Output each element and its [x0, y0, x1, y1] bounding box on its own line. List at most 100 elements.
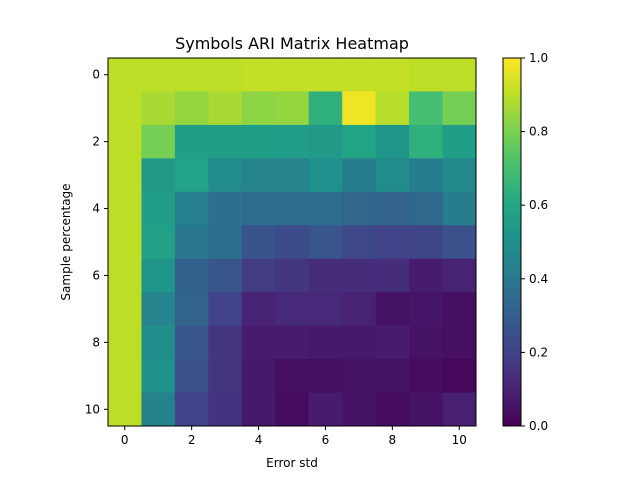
heatmap-cell: [242, 58, 276, 92]
heatmap-cell: [108, 58, 142, 92]
heatmap-cell: [376, 393, 410, 427]
heatmap-cell: [141, 292, 175, 326]
heatmap-cell: [443, 192, 477, 226]
heatmap-cell: [208, 259, 242, 293]
heatmap-cell: [141, 91, 175, 125]
heatmap-cell: [409, 58, 443, 92]
colorbar-tick-label: 0.6: [529, 198, 548, 212]
colorbar-tick-label: 0.8: [529, 125, 548, 139]
heatmap-cell: [141, 192, 175, 226]
heatmap-cell: [443, 91, 477, 125]
heatmap-cell: [108, 125, 142, 159]
heatmap-cell: [443, 393, 477, 427]
heatmap-cell: [242, 393, 276, 427]
y-tick-label: 10: [85, 402, 100, 416]
colorbar-tick-label: 0.4: [529, 272, 548, 286]
heatmap-cell: [208, 158, 242, 192]
heatmap-cell: [309, 393, 343, 427]
heatmap-cell: [342, 192, 376, 226]
heatmap-cell: [342, 91, 376, 125]
heatmap-cell: [309, 58, 343, 92]
y-tick-label: 4: [92, 202, 100, 216]
heatmap-cell: [309, 292, 343, 326]
heatmap-cell: [175, 359, 209, 393]
heatmap-cell: [275, 125, 309, 159]
heatmap-cell: [175, 259, 209, 293]
heatmap-cell: [342, 125, 376, 159]
heatmap-cell: [175, 125, 209, 159]
heatmap-cell: [108, 259, 142, 293]
heatmap-cell: [409, 125, 443, 159]
heatmap-cell: [275, 292, 309, 326]
heatmap-cell: [141, 393, 175, 427]
y-tick-label: 2: [92, 135, 100, 149]
heatmap-cell: [376, 91, 410, 125]
heatmap-cell: [175, 393, 209, 427]
heatmap-cell: [208, 225, 242, 259]
heatmap-cell: [342, 158, 376, 192]
heatmap-cell: [141, 326, 175, 360]
y-axis-ticks: 0 2 4 6 8 10: [85, 68, 108, 417]
heatmap-cell: [409, 192, 443, 226]
heatmap-cell: [141, 359, 175, 393]
heatmap-cell: [409, 158, 443, 192]
heatmap-cell: [409, 259, 443, 293]
heatmap-cell: [208, 359, 242, 393]
heatmap-cell: [141, 58, 175, 92]
heatmap-cell: [108, 326, 142, 360]
heatmap-cell: [108, 225, 142, 259]
heatmap-cell: [242, 292, 276, 326]
heatmap-cell: [175, 58, 209, 92]
heatmap-cell: [409, 225, 443, 259]
heatmap-cell: [376, 158, 410, 192]
heatmap-cell: [409, 292, 443, 326]
heatmap-cell: [309, 326, 343, 360]
heatmap-cells: [108, 58, 477, 427]
heatmap-cell: [309, 125, 343, 159]
x-tick-label: 0: [121, 433, 129, 447]
heatmap-cell: [242, 192, 276, 226]
heatmap-cell: [342, 225, 376, 259]
x-tick-label: 4: [255, 433, 263, 447]
heatmap-cell: [275, 359, 309, 393]
y-tick-label: 6: [92, 268, 100, 282]
y-tick-label: 0: [92, 68, 100, 82]
heatmap-cell: [175, 326, 209, 360]
heatmap-cell: [242, 326, 276, 360]
x-axis-ticks: 0 2 4 6 8 10: [121, 426, 467, 447]
heatmap-cell: [175, 292, 209, 326]
heatmap-cell: [208, 326, 242, 360]
colorbar-ticks: 0.0 0.2 0.4 0.6 0.8 1.0: [521, 51, 548, 433]
y-axis-label: Sample percentage: [59, 183, 73, 300]
heatmap-cell: [376, 259, 410, 293]
heatmap-cell: [242, 158, 276, 192]
heatmap-cell: [443, 259, 477, 293]
heatmap-cell: [309, 192, 343, 226]
heatmap-cell: [208, 125, 242, 159]
heatmap-cell: [208, 393, 242, 427]
heatmap-cell: [376, 125, 410, 159]
heatmap-cell: [275, 393, 309, 427]
heatmap-cell: [376, 192, 410, 226]
heatmap-cell: [141, 125, 175, 159]
heatmap-cell: [175, 91, 209, 125]
heatmap-cell: [242, 125, 276, 159]
heatmap-cell: [342, 359, 376, 393]
colorbar-tick-label: 0.2: [529, 345, 548, 359]
x-tick-label: 2: [188, 433, 196, 447]
heatmap-cell: [342, 259, 376, 293]
chart-title: Symbols ARI Matrix Heatmap: [175, 34, 409, 53]
heatmap-cell: [309, 91, 343, 125]
x-tick-label: 8: [389, 433, 397, 447]
heatmap-cell: [242, 225, 276, 259]
heatmap-cell: [108, 393, 142, 427]
heatmap-cell: [275, 192, 309, 226]
heatmap-cell: [376, 58, 410, 92]
heatmap-cell: [376, 326, 410, 360]
heatmap-cell: [108, 158, 142, 192]
x-axis-label: Error std: [266, 456, 318, 470]
heatmap-cell: [242, 91, 276, 125]
heatmap-cell: [409, 359, 443, 393]
heatmap-cell: [141, 158, 175, 192]
